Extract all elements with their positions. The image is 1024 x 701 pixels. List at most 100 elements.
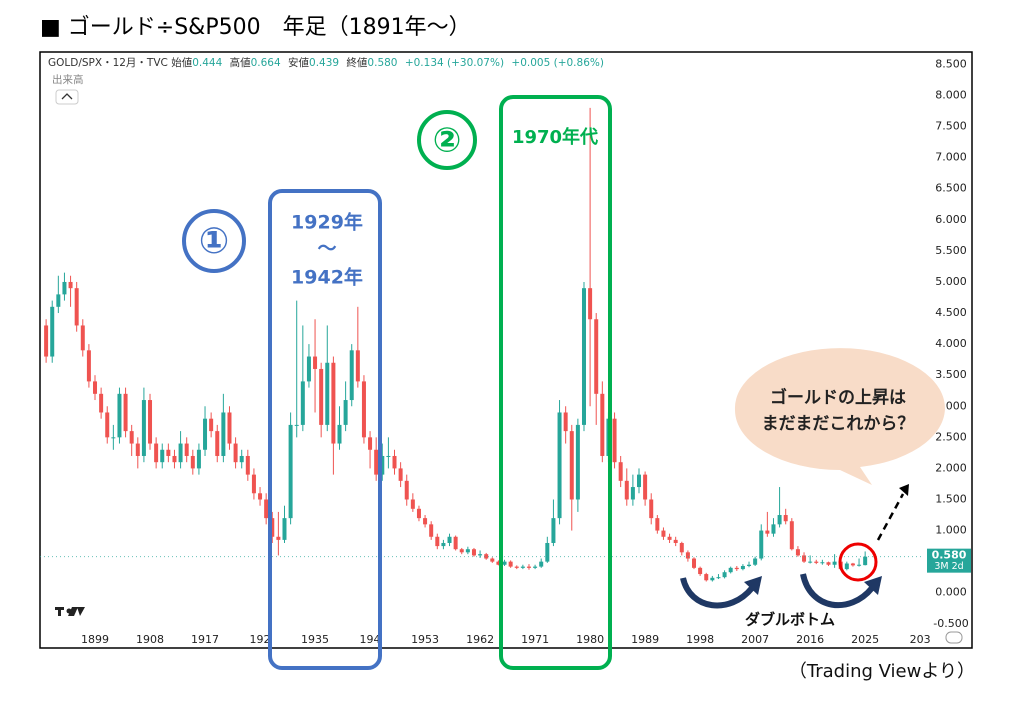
candle-body — [526, 566, 531, 568]
trend-arrow — [876, 493, 905, 541]
x-tick-label: 1935 — [301, 633, 329, 646]
bottom-arrow — [800, 573, 875, 609]
candle-body — [808, 561, 813, 563]
candle-body — [759, 530, 764, 559]
candle-body — [643, 474, 648, 500]
candle-body — [251, 474, 256, 494]
x-tick-label: 1998 — [686, 633, 714, 646]
candle-body — [453, 536, 458, 550]
candle-body — [221, 412, 226, 456]
x-tick-label: 1971 — [521, 633, 549, 646]
tv-logo — [55, 607, 85, 616]
candle-body — [765, 530, 770, 534]
candle-body — [129, 431, 134, 444]
candle-body — [820, 562, 825, 564]
annotation-text: 1942年 — [291, 266, 363, 289]
bubble-text: まだまだこれから？ — [762, 414, 915, 434]
candle-body — [343, 400, 348, 425]
candle-body — [655, 518, 660, 531]
candle-body — [416, 508, 421, 519]
candle-body — [160, 449, 165, 463]
candle-body — [802, 555, 807, 562]
candle-body — [306, 356, 311, 382]
candle-body — [264, 499, 269, 519]
candle-body — [111, 437, 116, 439]
candle-body — [581, 288, 586, 425]
y-tick-label: 1.500 — [935, 492, 967, 505]
ohlc-label: 高値 — [229, 57, 251, 69]
candle-body — [478, 554, 483, 556]
y-tick-label: 6.500 — [935, 182, 967, 195]
candle-body — [783, 515, 788, 522]
speech-bubble — [734, 348, 945, 485]
candle-body — [575, 424, 580, 500]
candle-body — [288, 424, 293, 519]
collapse-button[interactable] — [55, 89, 79, 105]
settings-icon[interactable] — [945, 631, 963, 644]
x-tick-label: 1962 — [466, 633, 494, 646]
ohlc-label: 始値 — [171, 57, 193, 69]
candle-body — [551, 518, 556, 543]
y-tick-label: 0.000 — [935, 586, 967, 599]
candle-body — [716, 577, 721, 579]
candle-body — [325, 362, 330, 425]
arrow-head — [899, 484, 909, 496]
ohlc-label: 安値 — [288, 57, 310, 69]
candle-body — [398, 468, 403, 481]
candle-body — [196, 449, 201, 469]
candle-body — [588, 288, 593, 320]
candle-body — [563, 412, 568, 432]
logo-part — [77, 607, 85, 616]
y-tick-label: 4.500 — [935, 306, 967, 319]
candle-body — [844, 563, 849, 570]
candle-body — [429, 524, 434, 537]
y-tick-label: 2.000 — [935, 461, 967, 474]
candle-body — [649, 499, 654, 519]
candle-body — [850, 563, 855, 566]
candle-body — [135, 443, 140, 456]
candle-body — [349, 350, 354, 401]
candle-body — [294, 424, 299, 426]
annotation-text: ～ — [317, 238, 336, 260]
candle-body — [679, 542, 684, 553]
candle-body — [93, 381, 98, 394]
candle-body — [282, 518, 287, 540]
candle-body — [740, 565, 745, 570]
y-tick-label: 7.000 — [935, 151, 967, 164]
x-tick-label: 1989 — [631, 633, 659, 646]
candle-body — [459, 549, 464, 553]
candle-body — [331, 362, 336, 444]
candle-body — [490, 558, 495, 562]
y-tick-label: 3.500 — [935, 368, 967, 381]
candle-body — [258, 493, 263, 500]
candle-body — [471, 549, 476, 556]
candle-body — [685, 552, 690, 559]
candle-body — [117, 393, 122, 438]
arrow-head — [744, 576, 762, 595]
y-tick-label: -0.500 — [933, 617, 968, 630]
x-tick-label: 2016 — [796, 633, 824, 646]
candle-body — [233, 443, 238, 463]
period-box-2 — [499, 95, 612, 670]
y-tick-label: 5.500 — [935, 244, 967, 257]
x-tick-label: 192 — [250, 633, 271, 646]
candle-body — [178, 443, 183, 463]
candle-body — [56, 294, 61, 307]
logo-part — [68, 607, 78, 616]
highlight-circle — [838, 542, 878, 582]
candle-body — [753, 558, 758, 565]
x-tick-label: 1899 — [81, 633, 109, 646]
price-tag-sub: 3M 2d — [934, 561, 963, 572]
candle-body — [44, 325, 49, 357]
candle-body — [557, 412, 562, 519]
symbol: GOLD/SPX・12月・TVC — [48, 57, 168, 69]
candle-body — [594, 319, 599, 394]
ohlc-value: 0.664 — [250, 57, 281, 69]
x-tick-label: 194 — [360, 633, 381, 646]
candle-body — [637, 474, 642, 488]
y-tick-label: 8.000 — [935, 89, 967, 102]
candle-body — [423, 518, 428, 525]
y-tick-label: 7.500 — [935, 120, 967, 133]
candle-body — [722, 572, 727, 578]
candle-body — [832, 561, 837, 565]
